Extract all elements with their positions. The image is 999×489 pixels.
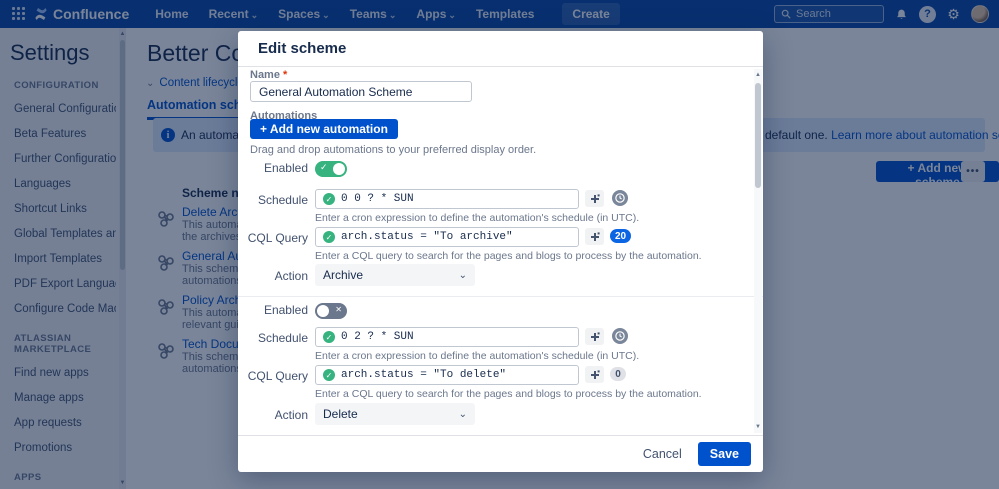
cql-help: Enter a CQL query to search for the page… xyxy=(315,388,702,400)
enabled-row: Enabled ✕ xyxy=(238,303,751,325)
cql-input[interactable]: ✓ arch.status = "To archive" xyxy=(315,227,579,247)
modal-footer: Cancel Save xyxy=(238,435,763,472)
enabled-label: Enabled xyxy=(263,161,308,175)
schedule-row: Schedule ✓ 0 2 ? * SUN xyxy=(238,327,751,349)
expression-helper-icon-button[interactable] xyxy=(585,366,604,383)
cql-help: Enter a CQL query to search for the page… xyxy=(315,250,702,262)
schedule-help: Enter a cron expression to define the au… xyxy=(315,350,640,362)
enabled-row: Enabled ✓ xyxy=(238,161,751,183)
save-button[interactable]: Save xyxy=(697,442,751,466)
schedule-help: Enter a cron expression to define the au… xyxy=(315,212,640,224)
scroll-up-icon[interactable]: ▲ xyxy=(755,72,761,78)
enabled-label: Enabled xyxy=(263,303,308,317)
modal-scrollbar[interactable]: ▲ ▼ xyxy=(754,69,762,433)
check-icon: ✓ xyxy=(320,162,328,172)
edit-scheme-modal: Edit scheme Name * Automations + Add new… xyxy=(238,31,763,472)
name-input[interactable] xyxy=(250,81,472,102)
valid-check-icon: ✓ xyxy=(323,193,335,205)
cancel-button[interactable]: Cancel xyxy=(642,447,682,461)
action-row: Action Archive ⌄ xyxy=(238,264,751,288)
scroll-down-icon[interactable]: ▼ xyxy=(755,424,761,430)
enabled-toggle[interactable]: ✓ xyxy=(315,161,347,177)
clock-badge-icon xyxy=(612,328,628,344)
sparkle-plus-icon xyxy=(590,331,600,341)
valid-check-icon: ✓ xyxy=(323,369,335,381)
schedule-input[interactable]: ✓ 0 0 ? * SUN xyxy=(315,189,579,209)
expression-helper-icon-button[interactable] xyxy=(585,328,604,345)
valid-check-icon: ✓ xyxy=(323,231,335,243)
cql-row: CQL Query ✓ arch.status = "To delete" 0 xyxy=(238,365,751,387)
valid-check-icon: ✓ xyxy=(323,331,335,343)
action-select[interactable]: Delete ⌄ xyxy=(315,403,475,425)
schedule-label: Schedule xyxy=(257,331,308,345)
expression-helper-icon-button[interactable] xyxy=(585,190,604,207)
name-label: Name * xyxy=(250,69,288,81)
match-count-badge: 20 xyxy=(610,229,632,243)
chevron-down-icon: ⌄ xyxy=(458,269,467,281)
schedule-label: Schedule xyxy=(257,193,308,207)
divider xyxy=(238,296,763,297)
sparkle-plus-icon xyxy=(590,193,600,203)
plus-icon: + xyxy=(260,122,268,136)
expression-helper-icon-button[interactable] xyxy=(585,228,604,245)
sparkle-plus-icon xyxy=(590,231,600,241)
enabled-toggle[interactable]: ✕ xyxy=(315,303,347,319)
schedule-row: Schedule ✓ 0 0 ? * SUN xyxy=(238,189,751,211)
cql-label: CQL Query xyxy=(247,231,308,245)
schedule-input[interactable]: ✓ 0 2 ? * SUN xyxy=(315,327,579,347)
action-select[interactable]: Archive ⌄ xyxy=(315,264,475,286)
match-count-badge: 0 xyxy=(610,367,626,381)
cross-icon: ✕ xyxy=(335,305,342,314)
action-row: Action Delete ⌄ xyxy=(238,403,751,427)
cql-row: CQL Query ✓ arch.status = "To archive" 2… xyxy=(238,227,751,249)
add-new-automation-button[interactable]: + Add new automation xyxy=(250,119,398,139)
sparkle-plus-icon xyxy=(590,369,600,379)
action-label: Action xyxy=(274,408,308,422)
chevron-down-icon: ⌄ xyxy=(458,408,467,420)
drag-hint: Drag and drop automations to your prefer… xyxy=(250,144,537,156)
cql-label: CQL Query xyxy=(247,369,308,383)
action-label: Action xyxy=(274,269,308,283)
modal-title: Edit scheme xyxy=(238,31,763,67)
clock-badge-icon xyxy=(612,190,628,206)
cql-input[interactable]: ✓ arch.status = "To delete" xyxy=(315,365,579,385)
